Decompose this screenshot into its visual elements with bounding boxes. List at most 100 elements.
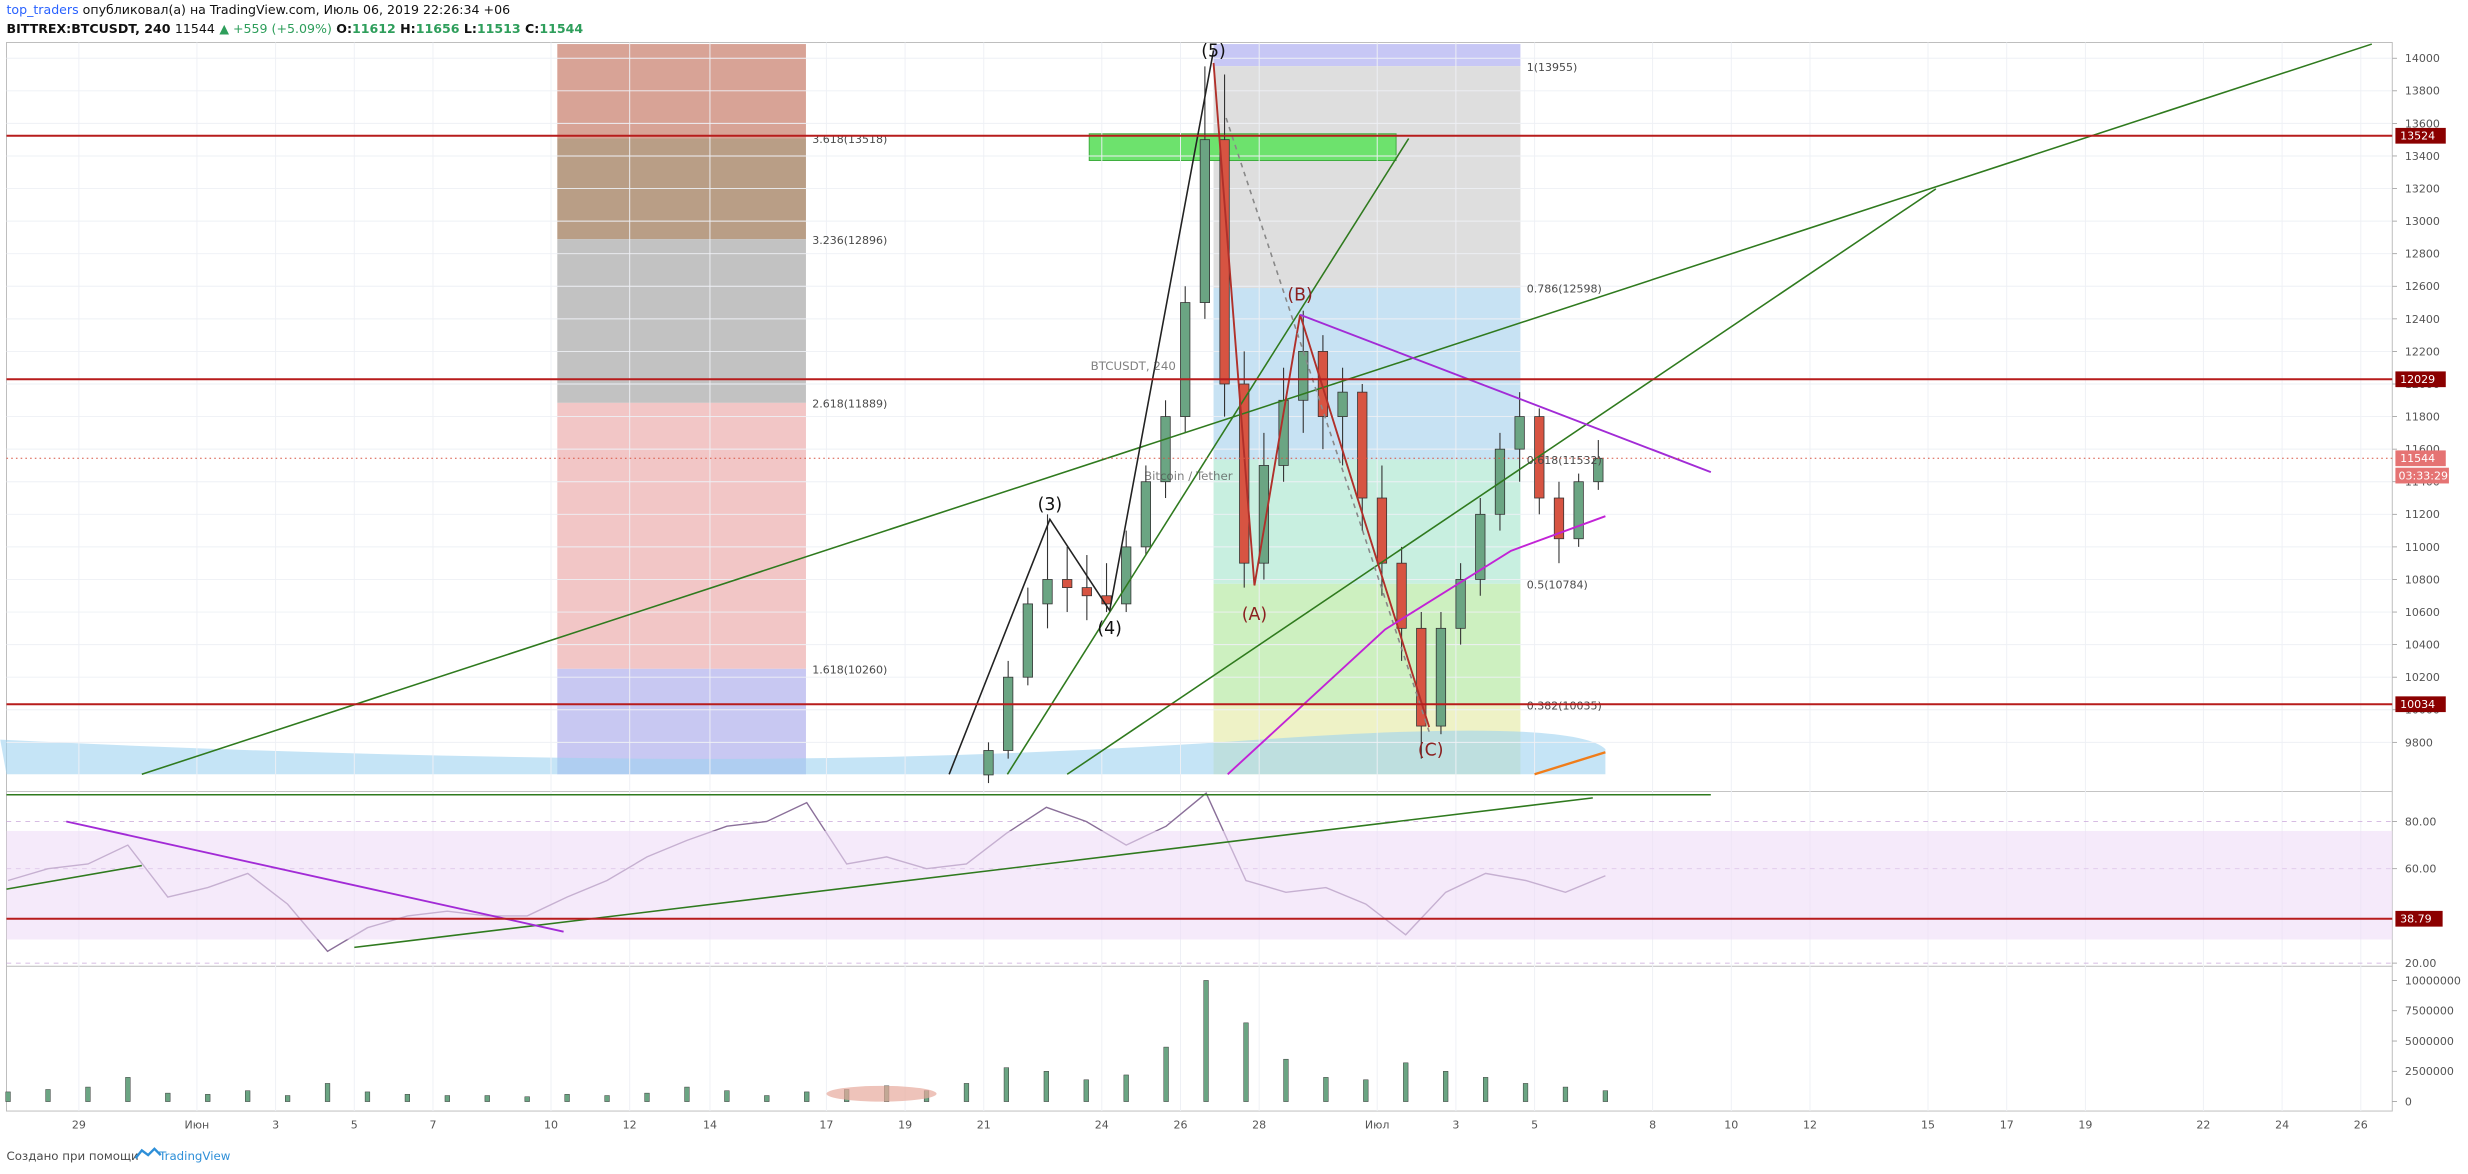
volume-bar <box>285 1095 291 1102</box>
watermark-sub: Bitcoin / Tether <box>1144 469 1233 483</box>
fib-zone <box>557 668 806 775</box>
trendline <box>141 43 2373 776</box>
volume-bar <box>1203 980 1209 1102</box>
change: ▲ +559 (+5.09%) <box>219 21 332 36</box>
trendline <box>1006 138 1410 775</box>
fib-connector <box>1225 117 1430 733</box>
volume-bar <box>1123 1074 1129 1102</box>
moving-average <box>1227 515 1606 775</box>
wave-label: (C) <box>1418 740 1444 760</box>
y-tick-label: 12200 <box>2405 345 2440 358</box>
volume-bar <box>205 1094 211 1102</box>
volume-bar <box>1522 1083 1529 1102</box>
y-tick-label: 13400 <box>2405 150 2440 163</box>
y-tick-label: 12400 <box>2405 313 2440 326</box>
candle-body <box>1160 416 1171 483</box>
h-value: 11656 <box>416 21 460 36</box>
y-tick-label: 0 <box>2405 1096 2412 1109</box>
y-tick-label: 80.00 <box>2405 815 2437 828</box>
x-tick-label: 14 <box>703 1118 717 1131</box>
footer-text: Создано при помощи <box>6 1149 138 1163</box>
y-tick-label: 7500000 <box>2405 1005 2454 1018</box>
candle-body <box>1475 513 1486 580</box>
candle-body <box>1416 627 1427 727</box>
plot-frame <box>6 42 2393 1112</box>
author[interactable]: top_traders <box>6 2 78 17</box>
wave-label: (4) <box>1097 619 1122 639</box>
trendline <box>1534 751 1606 776</box>
fib-label: 2.618(11889) <box>812 398 887 411</box>
y-tick-label: 12800 <box>2405 248 2440 261</box>
candle-body <box>983 750 994 776</box>
x-tick-label: 24 <box>1095 1118 1109 1131</box>
volume-bar <box>963 1083 970 1102</box>
volume-bar <box>1283 1058 1289 1102</box>
candle-body <box>1553 497 1565 540</box>
x-tick-label: 8 <box>1649 1118 1656 1131</box>
o-label: O: <box>336 21 352 36</box>
volume-bar <box>1043 1071 1049 1102</box>
volume-bar <box>1403 1062 1409 1102</box>
rsi-trendline <box>354 797 1593 949</box>
x-tick-label: Июл <box>1365 1118 1390 1131</box>
price-tag-label: 12029 <box>2400 373 2435 386</box>
x-tick-label: 17 <box>2000 1118 2014 1131</box>
footer-brand[interactable]: TradingView <box>158 1149 231 1163</box>
l-value: 11513 <box>477 21 521 36</box>
l-label: L: <box>464 21 477 36</box>
volume-bar <box>364 1091 371 1102</box>
x-tick-label: 5 <box>351 1118 358 1131</box>
wave-label: (A) <box>1242 605 1267 625</box>
y-tick-label: 12600 <box>2405 280 2440 293</box>
x-tick-label: 12 <box>623 1118 637 1131</box>
x-tick-label: 29 <box>72 1118 86 1131</box>
x-tick-label: 26 <box>1173 1118 1187 1131</box>
countdown-tag <box>2395 467 2449 484</box>
price-tag-label: 10034 <box>2400 698 2435 711</box>
price-tag <box>2395 696 2446 713</box>
candle-body <box>1435 627 1447 727</box>
price-tag <box>2395 450 2446 467</box>
volume-bar <box>804 1091 810 1102</box>
volume-bar <box>1083 1079 1089 1102</box>
y-tick-label: 10200 <box>2405 671 2440 684</box>
price-tag <box>2395 910 2443 927</box>
y-tick-label: 60.00 <box>2405 863 2437 876</box>
y-tick-label: 5000000 <box>2405 1035 2454 1048</box>
price-tag <box>2395 371 2446 388</box>
fib-label: 0.618(11532) <box>1527 454 1602 467</box>
volume-bar <box>564 1094 570 1102</box>
volume-bar <box>165 1092 171 1102</box>
y-tick-label: 10800 <box>2405 573 2440 586</box>
candle-body <box>1042 579 1053 605</box>
fib-zone <box>1213 66 1521 288</box>
volume-bar <box>1163 1046 1169 1102</box>
candle-body <box>1199 139 1211 303</box>
y-tick-label: 11000 <box>2405 541 2440 554</box>
volume-bar <box>404 1094 410 1102</box>
symbol: BITTREX:BTCUSDT, 240 <box>6 21 170 36</box>
volume-bar <box>324 1083 331 1102</box>
candle-body <box>1180 302 1191 417</box>
candle-body <box>1317 351 1329 417</box>
volume-bar <box>764 1095 770 1102</box>
rsi-band <box>6 830 2393 940</box>
drawings <box>0 44 1606 775</box>
candle-body <box>1514 416 1525 450</box>
fib-label: 1(13955) <box>1527 61 1578 74</box>
volume-bar <box>1323 1077 1329 1102</box>
x-tick-label: 28 <box>1252 1118 1266 1131</box>
wave-label: (3) <box>1038 495 1063 515</box>
fib-label: 1.618(10260) <box>812 664 887 677</box>
volume-bar <box>724 1090 730 1102</box>
y-tick-label: 13600 <box>2405 117 2440 130</box>
x-tick-label: 17 <box>819 1118 833 1131</box>
x-tick-label: 7 <box>429 1118 436 1131</box>
fib-label: 0.382(10035) <box>1527 700 1602 713</box>
y-tick-label: 13200 <box>2405 182 2440 195</box>
x-tick-label: 15 <box>1921 1118 1935 1131</box>
y-tick-label: 10600 <box>2405 606 2440 619</box>
x-tick-label: 3 <box>1452 1118 1459 1131</box>
volume-bar <box>1562 1086 1569 1102</box>
